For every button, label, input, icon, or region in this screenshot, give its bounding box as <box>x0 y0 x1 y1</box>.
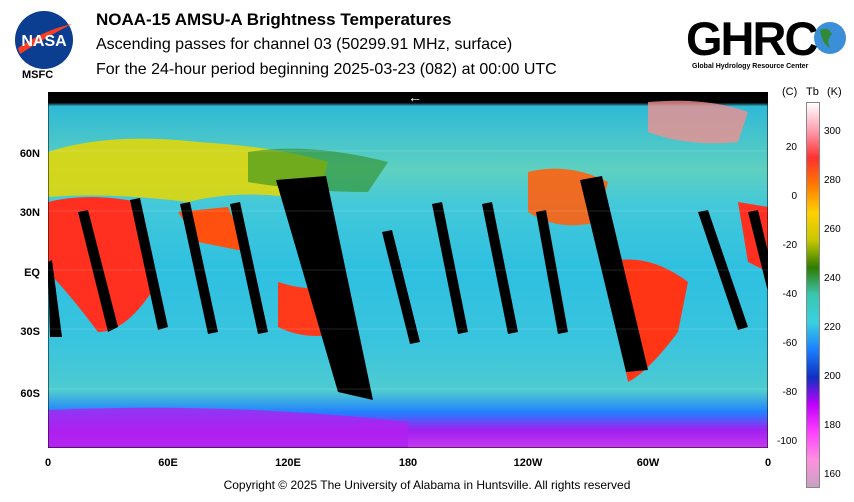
lat-label: 60N <box>19 148 40 160</box>
globe-icon <box>814 22 846 54</box>
page-subtitle: Ascending passes for channel 03 (50299.9… <box>96 36 513 53</box>
brightness-temperature-map <box>48 92 768 448</box>
lat-label: 30N <box>19 207 40 219</box>
colorbar-celsius-tick: 0 <box>791 191 797 202</box>
colorbar-kelvin-tick: 280 <box>824 175 841 186</box>
colorbar-unit-k: (K) <box>827 86 842 98</box>
colorbar-kelvin-tick: 220 <box>824 322 841 333</box>
nasa-logo-text: NASA <box>21 33 67 50</box>
lon-label: 120W <box>513 457 543 469</box>
lat-label: 60S <box>20 388 40 400</box>
direction-arrow: ← <box>408 89 422 105</box>
colorbar-celsius-tick: -60 <box>782 338 797 349</box>
lon-label: 0 <box>764 457 772 469</box>
colorbar-kelvin-tick: 160 <box>824 469 841 480</box>
colorbar-celsius-tick: -40 <box>782 289 797 300</box>
lat-label: 30S <box>20 326 40 338</box>
copyright-footer: Copyright © 2025 The University of Alaba… <box>223 478 631 492</box>
colorbar-celsius-tick: -100 <box>776 436 797 447</box>
lon-label: 0 <box>44 457 52 469</box>
colorbar-celsius-tick: -20 <box>782 240 797 251</box>
colorbar-celsius-tick: -80 <box>782 387 797 398</box>
nasa-logo: NASA <box>15 11 73 69</box>
ghrc-logo: GHRC <box>686 12 818 65</box>
colorbar-kelvin-tick: 300 <box>824 126 841 137</box>
colorbar-kelvin-tick: 260 <box>824 224 841 235</box>
colorbar-kelvin-tick: 180 <box>824 420 841 431</box>
period-text: For the 24-hour period beginning 2025-03… <box>96 61 557 78</box>
lon-label: 60E <box>158 457 178 469</box>
colorbar <box>806 102 820 488</box>
page-title: NOAA-15 AMSU-A Brightness Temperatures <box>96 10 452 29</box>
msfc-label: MSFC <box>22 69 54 81</box>
colorbar-kelvin-tick: 240 <box>824 273 841 284</box>
lat-label: EQ <box>24 267 40 279</box>
lon-label: 60W <box>636 457 660 469</box>
colorbar-celsius-tick: 20 <box>785 142 797 153</box>
lon-label: 120E <box>275 457 301 469</box>
ghrc-fullname: Global Hydrology Resource Center <box>692 63 809 70</box>
lon-label: 180 <box>398 457 418 469</box>
colorbar-unit-tb: Tb <box>806 86 819 98</box>
colorbar-kelvin-tick: 200 <box>824 371 841 382</box>
colorbar-unit-c: (C) <box>782 86 798 98</box>
